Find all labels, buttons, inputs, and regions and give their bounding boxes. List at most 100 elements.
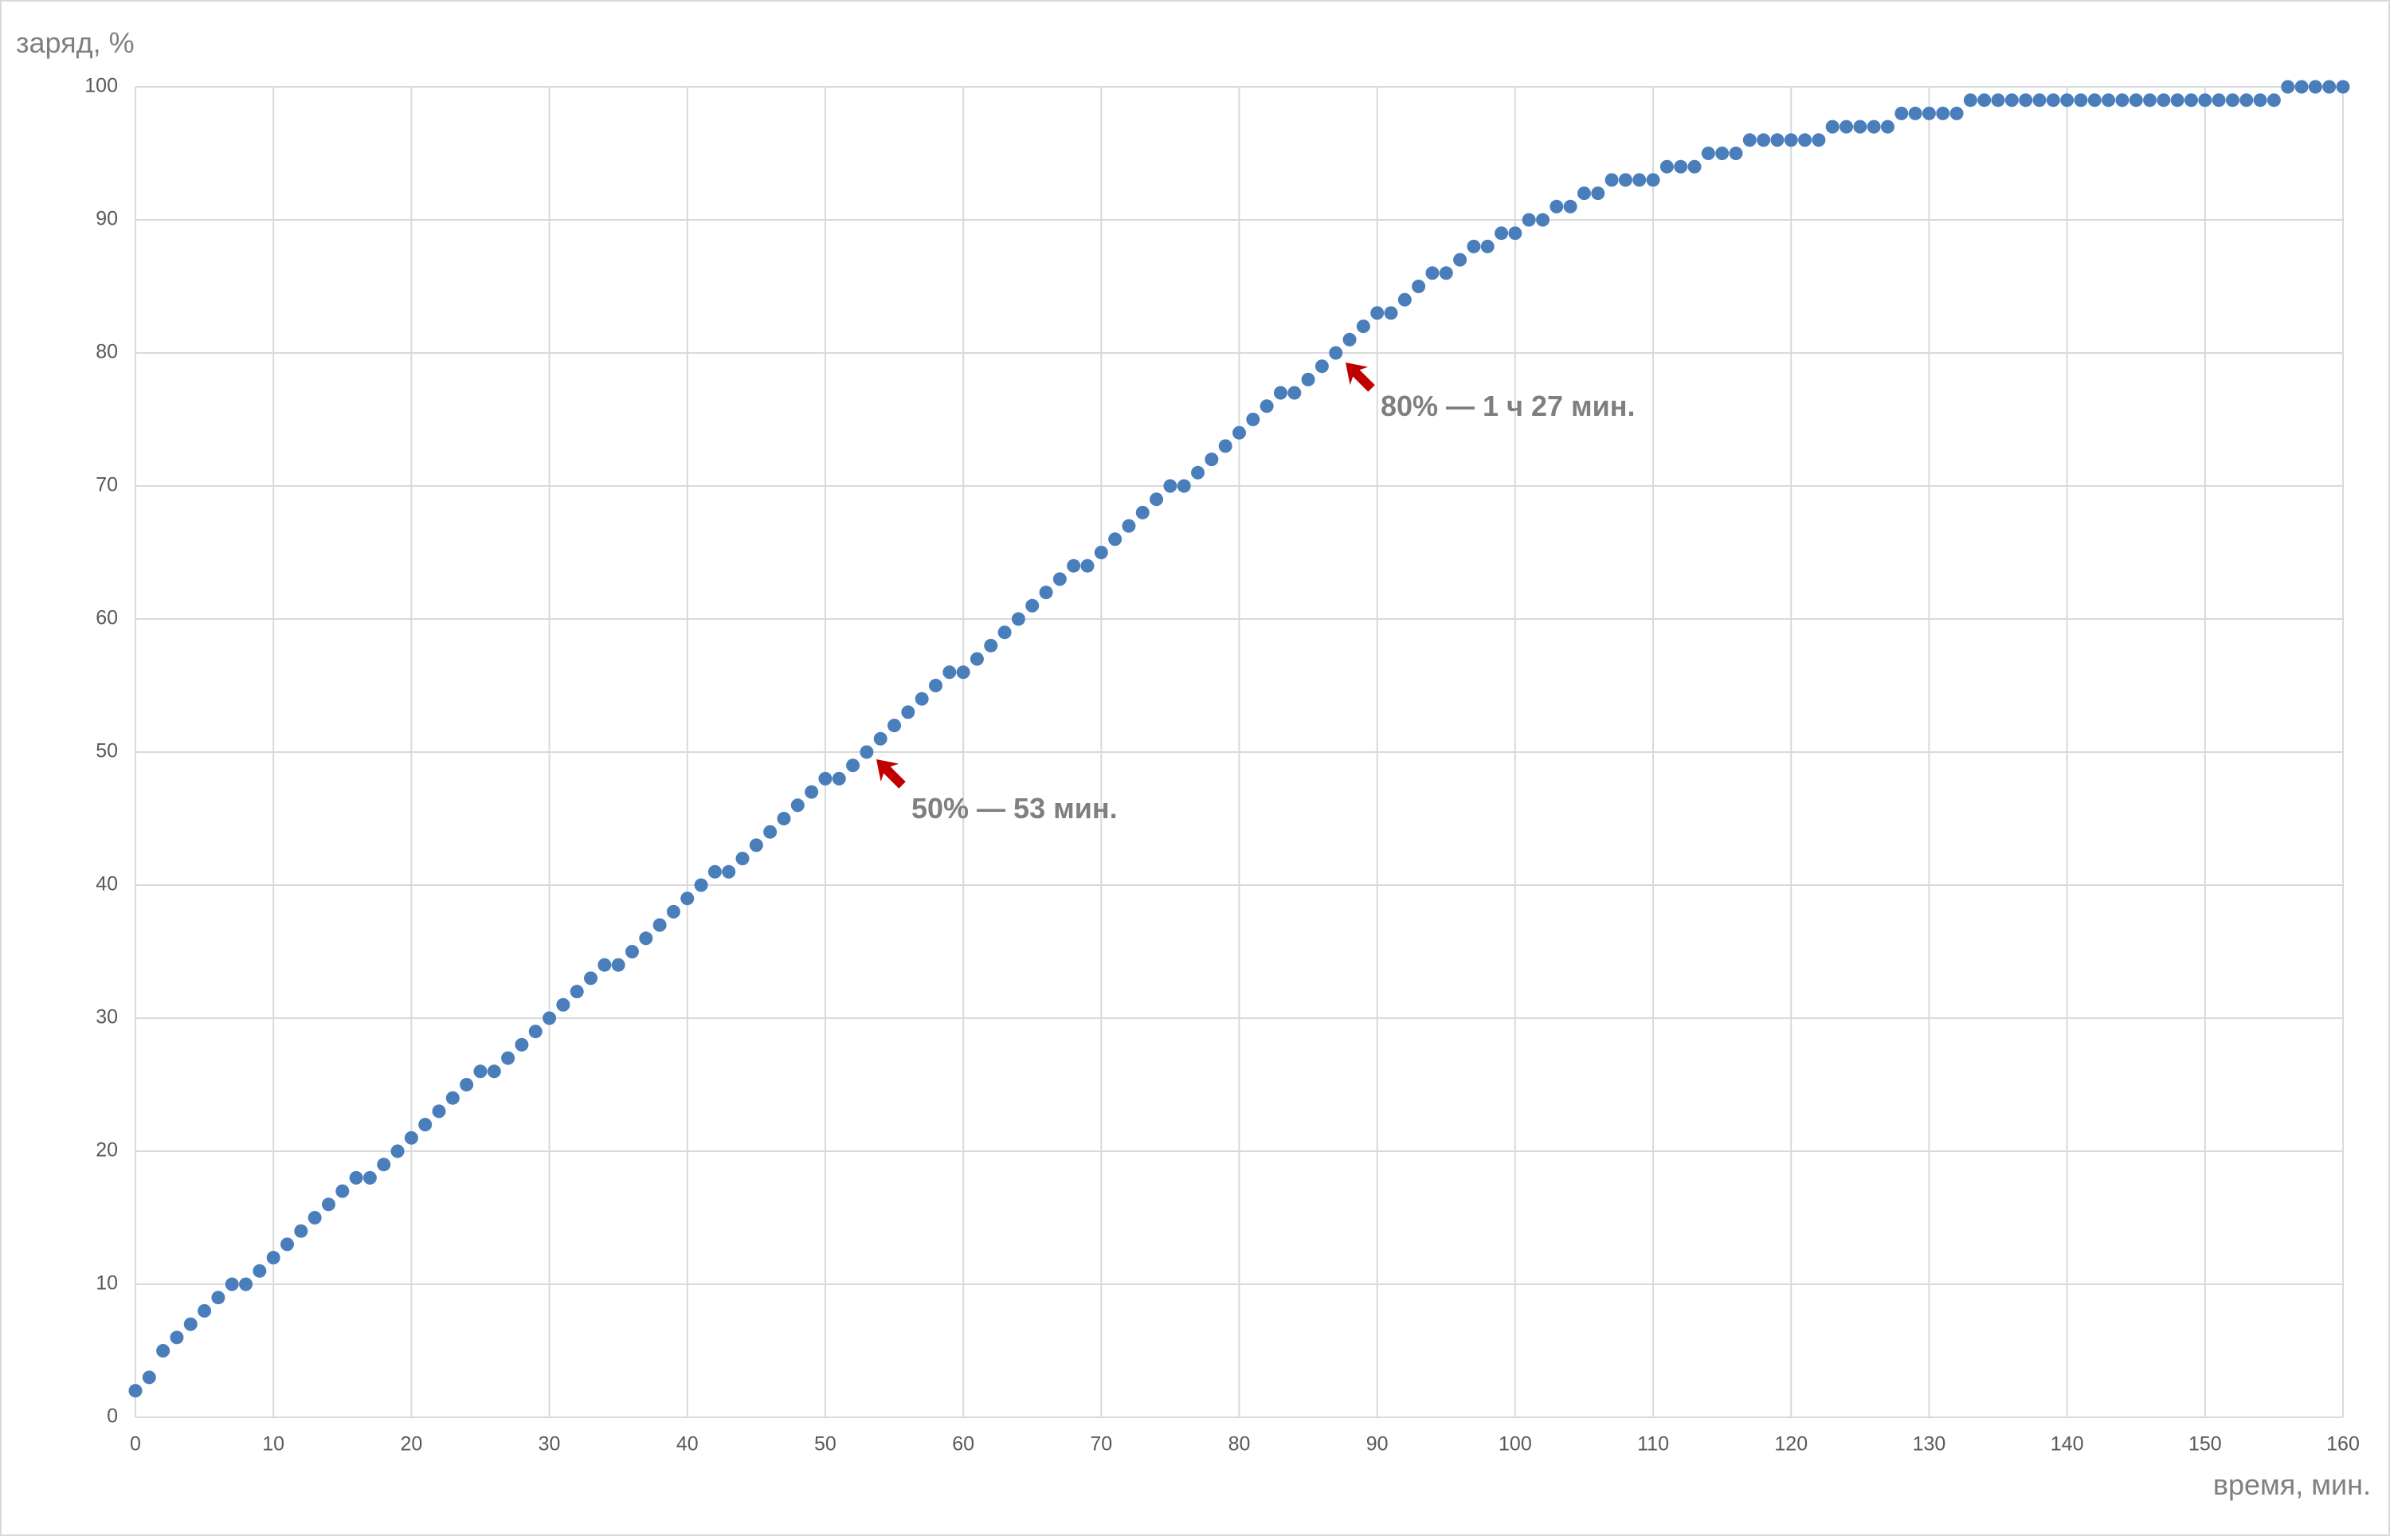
point bbox=[253, 1264, 267, 1278]
point bbox=[1135, 505, 1150, 519]
point bbox=[832, 771, 846, 786]
point bbox=[1949, 106, 1964, 120]
x-tick-label: 110 bbox=[1637, 1433, 1669, 1456]
point bbox=[1674, 159, 1688, 174]
point bbox=[1412, 280, 1426, 293]
point bbox=[294, 1224, 308, 1238]
point bbox=[584, 971, 598, 986]
point bbox=[777, 812, 791, 825]
point bbox=[1894, 106, 1909, 120]
point bbox=[1577, 186, 1591, 201]
point bbox=[887, 719, 902, 733]
point bbox=[901, 705, 915, 719]
point bbox=[1080, 558, 1095, 573]
point bbox=[2102, 93, 2116, 108]
point bbox=[1632, 173, 1647, 187]
point bbox=[1880, 120, 1894, 134]
point bbox=[1356, 319, 1370, 334]
point bbox=[1067, 558, 1081, 573]
point bbox=[805, 785, 819, 799]
point bbox=[335, 1184, 350, 1198]
x-tick-label: 120 bbox=[1774, 1433, 1808, 1456]
point bbox=[1232, 425, 1246, 440]
point bbox=[666, 904, 680, 919]
point bbox=[1646, 173, 1660, 187]
y-tick-label: 0 bbox=[107, 1405, 118, 1428]
point bbox=[1039, 586, 1053, 600]
point bbox=[1011, 612, 1025, 626]
point bbox=[790, 798, 805, 813]
grid bbox=[135, 86, 2344, 1418]
point bbox=[1536, 213, 1550, 227]
point bbox=[1108, 532, 1123, 547]
point bbox=[1177, 479, 1191, 493]
y-tick-label: 10 bbox=[96, 1272, 118, 1295]
point bbox=[1163, 479, 1177, 493]
point bbox=[818, 771, 833, 786]
point bbox=[2115, 93, 2129, 108]
point bbox=[1150, 492, 1164, 507]
point bbox=[860, 745, 874, 759]
x-axis-title: время, мин. bbox=[2213, 1468, 2371, 1501]
point bbox=[2322, 80, 2337, 94]
point bbox=[515, 1037, 529, 1052]
point bbox=[625, 945, 639, 958]
point bbox=[707, 864, 722, 879]
point bbox=[1991, 93, 2005, 108]
point bbox=[1025, 598, 1040, 613]
x-tick-label: 30 bbox=[539, 1433, 561, 1456]
point bbox=[1563, 199, 1577, 214]
point bbox=[1191, 465, 1205, 480]
point bbox=[1314, 359, 1329, 374]
y-axis-title: заряд, % bbox=[16, 26, 135, 59]
point bbox=[2074, 93, 2088, 108]
x-tick-label: 10 bbox=[262, 1433, 284, 1456]
point bbox=[1508, 226, 1522, 241]
point bbox=[1798, 133, 1812, 147]
point bbox=[156, 1344, 170, 1358]
point bbox=[2032, 93, 2047, 108]
point bbox=[1922, 106, 1936, 120]
point bbox=[1329, 346, 1343, 360]
point bbox=[639, 931, 653, 946]
x-tick-label: 50 bbox=[814, 1433, 836, 1456]
point bbox=[1273, 386, 1287, 400]
y-tick-label: 20 bbox=[96, 1139, 118, 1162]
point bbox=[680, 891, 695, 906]
y-tick-label: 90 bbox=[96, 208, 118, 230]
point bbox=[1550, 199, 1564, 214]
x-tick-label: 40 bbox=[676, 1433, 699, 1456]
point bbox=[487, 1064, 501, 1079]
point bbox=[142, 1370, 156, 1385]
point bbox=[183, 1317, 198, 1331]
point bbox=[2239, 93, 2254, 108]
point bbox=[404, 1131, 418, 1145]
point bbox=[1218, 439, 1232, 453]
point bbox=[211, 1291, 225, 1305]
point bbox=[266, 1251, 280, 1265]
point bbox=[997, 625, 1012, 640]
point bbox=[239, 1277, 253, 1291]
point bbox=[1742, 133, 1757, 147]
point bbox=[528, 1025, 543, 1039]
point bbox=[2336, 80, 2350, 94]
point bbox=[2143, 93, 2157, 108]
point bbox=[2170, 93, 2184, 108]
point bbox=[2212, 93, 2226, 108]
point bbox=[1370, 306, 1385, 320]
point bbox=[2198, 93, 2212, 108]
point bbox=[418, 1118, 433, 1132]
point bbox=[1246, 413, 1260, 426]
point bbox=[749, 838, 763, 852]
point bbox=[1729, 147, 1743, 160]
point bbox=[1757, 133, 1771, 147]
point bbox=[225, 1277, 239, 1291]
point bbox=[556, 997, 570, 1012]
y-tick-label: 100 bbox=[84, 75, 118, 97]
x-tick-label: 130 bbox=[1913, 1433, 1946, 1456]
point bbox=[1495, 226, 1509, 241]
point bbox=[1853, 120, 1867, 134]
point bbox=[1977, 93, 1992, 108]
